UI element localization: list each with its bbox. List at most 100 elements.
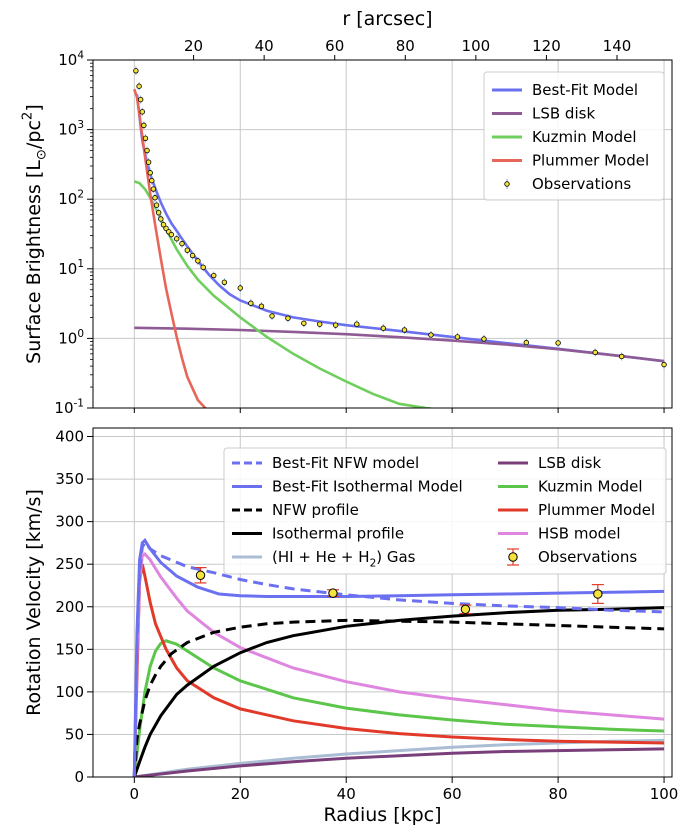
- legend-label: (HI + He + H2​) Gas: [272, 548, 416, 569]
- y-tick-label: 100: [55, 683, 84, 701]
- observation-point: [158, 216, 164, 222]
- observation-point: [200, 264, 206, 271]
- observation-point: [153, 202, 160, 208]
- x-tick-label: 60: [443, 785, 462, 803]
- top-legend-box: [483, 71, 665, 201]
- top-x-tick-label: 100: [462, 37, 491, 55]
- observation-point: [258, 303, 265, 309]
- y-tick-label: 350: [55, 470, 84, 488]
- y-tick-label: 150: [55, 640, 84, 658]
- observation-point: [221, 279, 228, 285]
- observation-point: [195, 258, 201, 264]
- y-tick-label: 102​: [58, 189, 84, 209]
- observation-point: [237, 285, 243, 291]
- series-line-0: [132, 540, 665, 777]
- observation-point: [144, 147, 150, 154]
- y-tick-label: 100​: [58, 328, 84, 348]
- observation-point: [155, 209, 162, 216]
- x-axis-label: Radius [kpc]: [323, 804, 441, 825]
- legend-marker: [504, 181, 510, 187]
- series-line-8: [132, 552, 665, 777]
- top-x-tick-label: 40: [255, 37, 274, 55]
- legend-marker: [508, 552, 518, 562]
- top-x-tick-label: 140: [603, 37, 632, 55]
- observation-point: [141, 122, 147, 129]
- series-line-4: [134, 738, 665, 777]
- legend-label: NFW profile: [272, 501, 359, 519]
- observation-point: [142, 135, 149, 141]
- x-tick-label: 0: [130, 785, 140, 803]
- top-x-axis-label: r [arcsec]: [342, 8, 432, 30]
- y-tick-label: 200: [55, 598, 84, 616]
- observation-point: [380, 325, 386, 331]
- observation-point: [139, 109, 145, 115]
- observation-point: [661, 361, 667, 368]
- observation-point: [592, 349, 598, 356]
- observation-point: [248, 300, 254, 306]
- y-tick-label: 103​: [58, 119, 84, 139]
- observation-point: [150, 186, 157, 192]
- observation-point: [136, 83, 142, 89]
- series-line-3: [132, 606, 665, 777]
- observation-point: [354, 321, 360, 327]
- surface-brightness-panel: 10-1​ 100​ 101​ 102​ 103​ 104​ 20 40 60 80 100 120 1…: [21, 8, 673, 417]
- x-tick-label: 40: [337, 785, 356, 803]
- series-line-3: [133, 88, 207, 408]
- observation-point: [152, 195, 158, 201]
- x-tick-label: 100: [650, 785, 679, 803]
- observation-point: [145, 159, 152, 165]
- observation-point: [184, 247, 190, 253]
- top-x-tick-label: 20: [184, 37, 203, 55]
- observation-point: [173, 236, 180, 242]
- series-group: [133, 66, 667, 408]
- legend-label: Plummer Model: [538, 501, 655, 519]
- legend-label: Best-Fit Model: [532, 81, 638, 99]
- observation-point: [133, 68, 139, 74]
- rotation-velocity-panel: 0 50 100 150 200 250 300 350 400 0 20 40 60 80 100 Radi…: [23, 427, 679, 825]
- y-tick-label: 104​: [58, 49, 84, 69]
- legend-label: HSB model: [538, 525, 621, 543]
- legend-label: LSB disk: [532, 105, 595, 123]
- y-tick-label: 400: [55, 428, 84, 446]
- observation-point: [593, 589, 603, 599]
- legend-label: Best-Fit Isothermal Model: [272, 478, 463, 496]
- y-tick-label: 0: [74, 768, 84, 786]
- observation-point: [555, 340, 561, 346]
- y-tick-label: 10-1​: [54, 397, 84, 417]
- legend-label: Best-Fit NFW model: [272, 454, 419, 472]
- series-line-1: [134, 326, 665, 363]
- observation-point: [211, 272, 217, 279]
- x-tick-label: 80: [549, 785, 568, 803]
- top-x-tick-label: 60: [325, 37, 344, 55]
- observation-point: [137, 96, 144, 103]
- bottom-plot-frame: [92, 427, 673, 778]
- observation-point: [401, 327, 408, 333]
- observation-point: [269, 313, 275, 319]
- observation-point: [168, 231, 175, 238]
- legend-label: Kuzmin Model: [538, 478, 643, 496]
- observation-point: [481, 336, 487, 342]
- series-line-1: [132, 538, 665, 777]
- observation-point: [454, 334, 461, 340]
- observation-point: [523, 339, 530, 346]
- series-line-2: [133, 180, 432, 408]
- observation-point: [317, 321, 323, 327]
- y-tick-label: 250: [55, 555, 84, 573]
- observation-point: [147, 170, 153, 176]
- legend-label: LSB disk: [538, 454, 601, 472]
- legend-label: Plummer Model: [532, 152, 649, 170]
- legend-label: Kuzmin Model: [532, 128, 637, 146]
- y-axis-label: Rotation Velocity [km/s]: [23, 489, 45, 716]
- y-tick-label: 101​: [58, 258, 84, 278]
- top-plot-frame: [92, 59, 673, 409]
- observation-point: [285, 315, 291, 321]
- observation-point: [428, 332, 434, 338]
- observation-point: [149, 177, 155, 184]
- observation-point: [195, 570, 206, 580]
- y-axis-label: Surface Brightness [L⊙​/pc2​]: [21, 104, 50, 364]
- top-x-tick-label: 80: [396, 37, 415, 55]
- legend-label: Observations: [532, 175, 631, 193]
- legend-label: Isothermal profile: [272, 525, 404, 543]
- y-tick-label: 300: [55, 513, 84, 531]
